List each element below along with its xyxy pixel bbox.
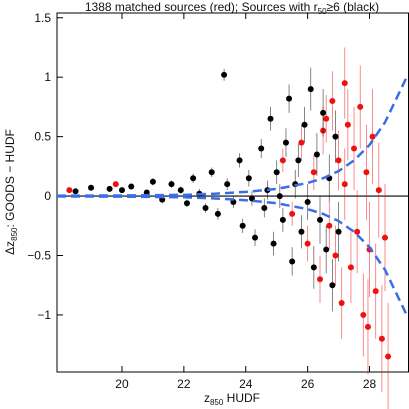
point	[317, 276, 324, 283]
point	[214, 210, 221, 217]
label-text: z	[204, 391, 210, 405]
point	[381, 234, 388, 241]
point	[357, 103, 364, 110]
point	[279, 216, 286, 223]
point	[289, 210, 296, 217]
label-text: Δz	[3, 241, 17, 255]
point	[66, 187, 73, 194]
point	[118, 187, 125, 194]
point	[375, 187, 382, 194]
y-tick-label: 1.5	[34, 11, 51, 25]
label-subscript: 850	[210, 398, 224, 407]
point	[106, 185, 113, 192]
point	[286, 95, 293, 102]
x-tick-label: 22	[177, 377, 191, 391]
point	[326, 222, 333, 229]
point	[177, 187, 184, 194]
point	[364, 323, 371, 330]
point	[301, 121, 308, 128]
point	[298, 139, 305, 146]
point	[112, 181, 119, 188]
point	[372, 288, 379, 295]
point	[128, 183, 135, 190]
point	[202, 204, 209, 211]
point	[369, 133, 376, 140]
point	[385, 353, 392, 360]
point	[224, 181, 231, 188]
point	[289, 258, 296, 265]
model-curve	[56, 76, 408, 197]
point	[72, 188, 79, 195]
point	[329, 97, 336, 104]
point	[378, 335, 385, 342]
point	[351, 145, 358, 152]
point	[279, 157, 286, 164]
point	[304, 199, 311, 206]
point	[304, 240, 311, 247]
label-text: HUDF	[223, 391, 260, 405]
y-tick-label: −1	[37, 308, 51, 322]
point	[221, 71, 228, 78]
point	[239, 222, 246, 229]
point	[252, 234, 259, 241]
point	[298, 228, 305, 235]
point	[323, 246, 330, 253]
point	[295, 157, 302, 164]
point	[347, 264, 354, 271]
point	[270, 240, 277, 247]
point	[341, 80, 348, 87]
title-text: 1388 matched sources (red); Sources with…	[85, 0, 318, 14]
x-tick-label: 26	[301, 377, 315, 391]
point	[344, 121, 351, 128]
point	[190, 175, 197, 182]
point	[149, 178, 156, 185]
point	[245, 175, 252, 182]
point	[310, 169, 317, 176]
point	[313, 151, 320, 158]
point	[261, 204, 268, 211]
point	[332, 252, 339, 259]
chart-title: 1388 matched sources (red); Sources with…	[85, 0, 379, 16]
x-tick-label: 28	[363, 377, 377, 391]
point	[183, 200, 190, 207]
point	[168, 181, 175, 188]
point	[310, 264, 317, 271]
y-tick-label: −0.5	[27, 249, 51, 263]
title-text: ≥6 (black)	[327, 0, 380, 14]
point	[363, 169, 370, 176]
point	[307, 86, 314, 93]
point	[338, 300, 345, 307]
x-tick-label: 24	[239, 377, 253, 391]
y-tick-label: 1	[44, 70, 51, 84]
point	[276, 193, 283, 200]
point	[267, 115, 274, 122]
x-tick-label: 20	[115, 377, 129, 391]
point	[236, 157, 243, 164]
point	[335, 157, 342, 164]
point	[323, 115, 330, 122]
point	[320, 109, 327, 116]
x-axis-label: z850 HUDF	[204, 391, 260, 407]
label-text: : GOODS − HUDF	[3, 129, 17, 227]
point	[258, 145, 265, 152]
label-subscript: 850	[10, 227, 19, 241]
point	[354, 228, 361, 235]
point	[273, 169, 280, 176]
point	[332, 133, 339, 140]
y-tick-label: 0.5	[34, 130, 51, 144]
point	[317, 216, 324, 223]
point	[282, 139, 289, 146]
point	[88, 184, 95, 191]
title-subscript: 50	[318, 7, 327, 16]
point	[341, 181, 348, 188]
y-tick-label: 0	[44, 189, 51, 203]
point	[335, 228, 342, 235]
point	[360, 311, 367, 318]
point	[208, 169, 215, 176]
model-curve	[56, 195, 408, 316]
y-axis-label: Δz850: GOODS − HUDF	[3, 129, 19, 255]
point	[329, 282, 336, 289]
